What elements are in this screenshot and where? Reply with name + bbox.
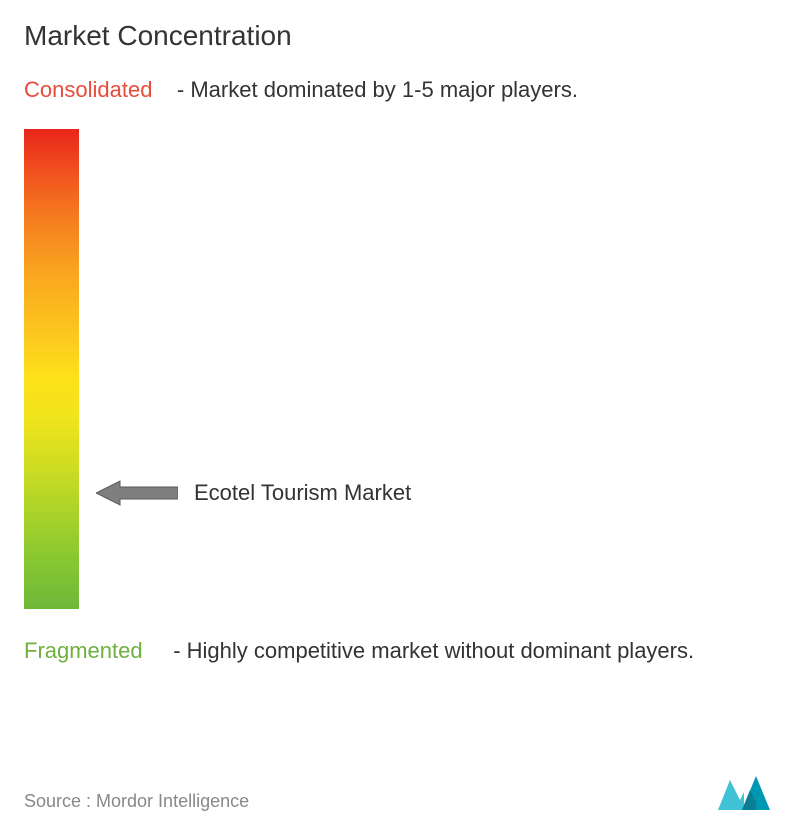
fragmented-desc: - Highly competitive market without domi… — [173, 638, 694, 663]
consolidated-definition: Consolidated - Market dominated by 1-5 m… — [24, 76, 772, 105]
arrow-left-icon — [96, 479, 178, 507]
consolidated-desc: - Market dominated by 1-5 major players. — [177, 77, 578, 102]
footer: Source : Mordor Intelligence — [24, 770, 772, 812]
marker-label: Ecotel Tourism Market — [194, 480, 411, 506]
page-title: Market Concentration — [24, 20, 772, 52]
concentration-scale: Ecotel Tourism Market — [24, 129, 772, 609]
mordor-logo-icon — [716, 770, 772, 812]
fragmented-label: Fragmented — [24, 638, 143, 663]
fragmented-definition: Fragmented - Highly competitive market w… — [24, 637, 772, 666]
source-text: Source : Mordor Intelligence — [24, 791, 249, 812]
consolidated-label: Consolidated — [24, 77, 152, 102]
gradient-bar — [24, 129, 79, 609]
market-marker: Ecotel Tourism Market — [96, 479, 411, 507]
